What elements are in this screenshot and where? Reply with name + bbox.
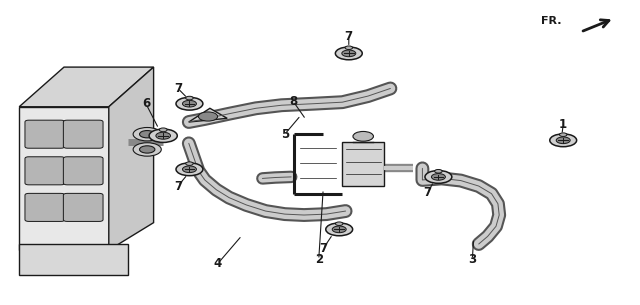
Polygon shape [19,107,109,250]
Circle shape [149,129,177,142]
Text: 3: 3 [468,253,476,266]
FancyBboxPatch shape [63,157,103,185]
FancyBboxPatch shape [25,157,65,185]
Circle shape [332,226,346,233]
Circle shape [186,96,193,100]
FancyBboxPatch shape [25,120,65,148]
Circle shape [140,131,155,138]
Text: 1: 1 [559,118,567,131]
Text: 7: 7 [345,30,353,43]
Text: FR.: FR. [541,16,562,26]
Polygon shape [189,108,227,122]
Text: 2: 2 [315,253,323,266]
Text: 7: 7 [319,242,327,255]
Circle shape [335,222,343,225]
Text: 7: 7 [174,180,182,192]
FancyBboxPatch shape [63,120,103,148]
Circle shape [556,137,570,144]
Circle shape [353,131,374,141]
Circle shape [159,128,167,132]
Circle shape [182,166,196,173]
Circle shape [133,143,161,156]
Text: 5: 5 [281,128,289,141]
Circle shape [140,146,155,153]
Circle shape [550,134,577,147]
Circle shape [342,50,356,57]
Circle shape [186,162,193,165]
Text: 7: 7 [424,186,431,199]
Circle shape [198,112,218,121]
Polygon shape [19,67,154,107]
Circle shape [326,223,353,236]
Text: 6: 6 [142,97,150,110]
Circle shape [156,132,170,139]
Polygon shape [109,67,154,250]
FancyBboxPatch shape [63,193,103,221]
Text: 4: 4 [214,257,221,270]
FancyBboxPatch shape [342,142,384,186]
Circle shape [345,46,353,49]
Circle shape [559,133,567,136]
Text: 8: 8 [289,95,297,108]
Circle shape [425,170,452,183]
Circle shape [182,100,196,107]
Circle shape [176,163,203,176]
Circle shape [435,170,442,173]
Polygon shape [19,244,128,274]
Circle shape [176,97,203,110]
Circle shape [133,127,161,141]
Text: 7: 7 [174,82,182,95]
Circle shape [335,47,362,60]
FancyBboxPatch shape [25,193,65,221]
Circle shape [431,174,445,180]
